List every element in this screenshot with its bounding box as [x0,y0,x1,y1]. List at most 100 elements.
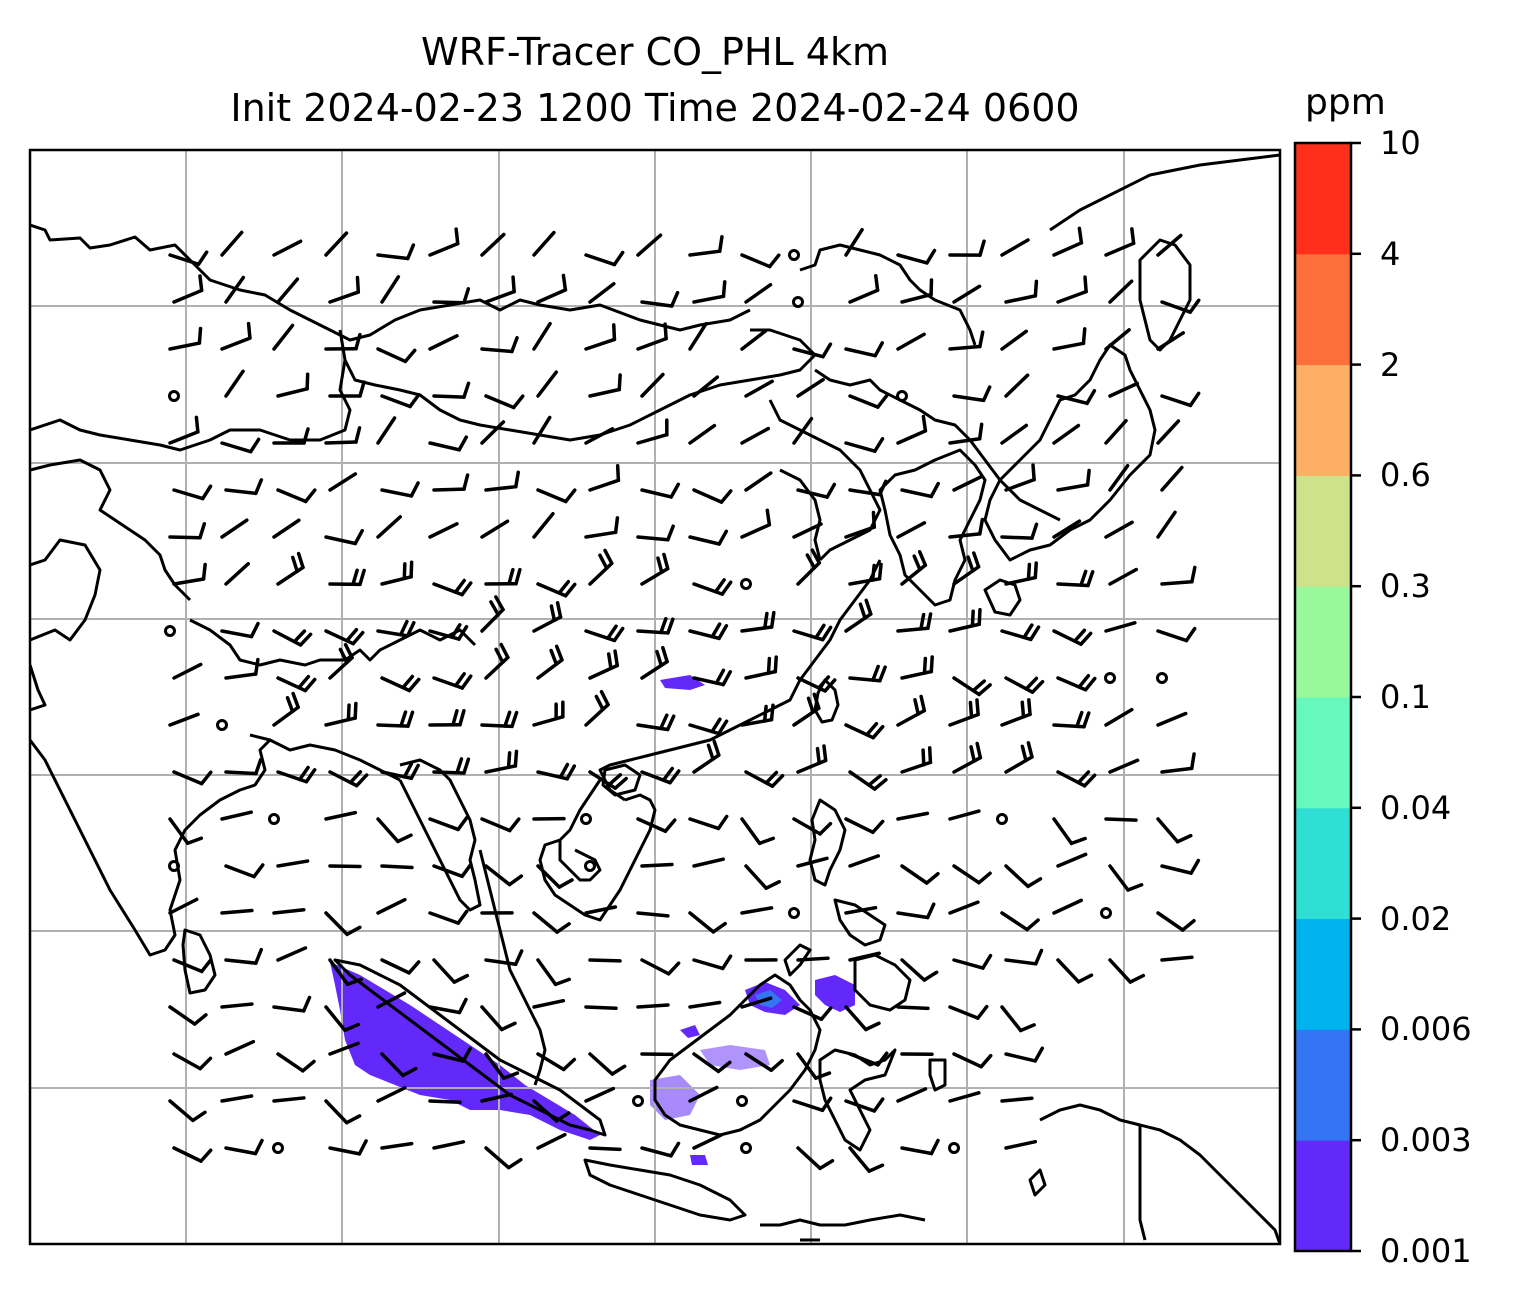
tracer-patch-sumatra [330,962,600,1140]
wind-barb [276,277,300,304]
wind-barb [1004,373,1030,398]
calm-wind-marker [788,907,800,919]
wind-barb [848,562,883,586]
wind-barb [848,854,881,868]
wind-barb [692,668,732,687]
colorbar-segment [1295,697,1351,809]
wind-barb [1000,329,1028,351]
wind-barb [896,521,927,539]
coastline-visayas [833,898,887,947]
wind-barb [324,911,362,937]
wind-barb [272,427,310,445]
calm-wind-marker [584,860,596,872]
wind-barb [324,426,362,445]
coastlines [30,153,1280,1244]
wind-barb [532,998,566,1009]
wind-barb [484,1146,523,1170]
wind-barb [1056,275,1088,304]
wind-barb [168,712,200,727]
wind-barb [1000,1096,1034,1103]
wind-barb [272,1096,306,1103]
wind-barb [536,958,571,987]
wind-barb [744,864,781,890]
wind-barb [792,416,814,445]
wind-barb [380,392,421,409]
wind-barb [432,1140,466,1150]
wind-barb [796,856,829,868]
wind-barb [484,864,524,887]
colorbar-segment [1295,253,1351,366]
coastline-new-guinea [1039,1103,1280,1244]
wind-barb [168,415,200,445]
wind-barb [224,275,246,304]
wind-barb [532,321,552,351]
coastline-java [583,1158,747,1222]
wind-barb [376,243,416,261]
calm-wind-marker [1104,672,1116,684]
wind-barb [692,857,725,868]
wind-barb [380,674,421,693]
wind-barb [692,488,733,504]
colorbar-tick-label: 0.1 [1380,678,1431,716]
wind-barb [536,488,577,504]
wind-barb [896,248,937,265]
colorbar-tick-label: 0.006 [1380,1010,1472,1049]
wind-barb [1104,418,1128,445]
wind-barb [796,482,837,499]
wind-barb [848,393,889,409]
calm-wind-marker [216,719,228,731]
wind-barb [1004,561,1038,586]
wind-barb [588,373,622,398]
wind-barb [328,1041,360,1056]
wind-barb [428,708,466,727]
wind-barb [640,958,681,976]
wind-barb [584,427,615,445]
wind-barb [432,1046,473,1063]
wind-barb [536,762,577,781]
wind-barbs [164,226,1201,1173]
wind-barb [172,1146,213,1163]
wind-barb [688,717,729,736]
wind-barb [220,810,253,821]
wind-barb [1108,567,1139,586]
wind-barb [532,601,563,633]
coastline-burma [398,758,482,912]
wind-barb [1160,955,1194,962]
wind-barb [1108,758,1140,774]
wind-barb [740,508,772,539]
wind-barb [896,332,926,351]
coastline-palawan [783,943,812,977]
wind-barb [428,997,468,1015]
wind-barb [1000,238,1030,257]
wind-barb [900,655,934,680]
wind-barb [588,282,616,304]
wind-barb [588,770,628,790]
wind-barb [948,900,980,915]
wind-barb [792,692,821,727]
wind-barb [172,274,204,304]
wind-barb [744,770,785,788]
coastline-hainan [601,763,642,797]
wind-barb [584,250,625,267]
wind-barb [588,1146,622,1152]
wind-barb [848,274,880,304]
wind-barb [692,1133,723,1150]
wind-barb [1004,864,1043,889]
wind-barb [380,958,421,975]
wind-barb [584,323,617,351]
wind-barb [688,814,729,831]
wind-barb [588,649,620,680]
wind-barb [324,528,364,546]
calm-wind-marker [740,1142,752,1154]
coastline-lesser-sunda [760,1213,926,1242]
wind-barb [740,817,776,846]
wind-barb [380,481,420,498]
wind-barb [1000,423,1029,445]
wind-barb [432,473,470,492]
wind-barb [224,947,264,965]
calm-wind-marker [948,1142,960,1154]
colorbar-tick-label: 0.001 [1380,1232,1472,1270]
wind-barb [688,235,724,257]
wind-barb [220,1094,254,1103]
wind-barb [900,278,934,304]
